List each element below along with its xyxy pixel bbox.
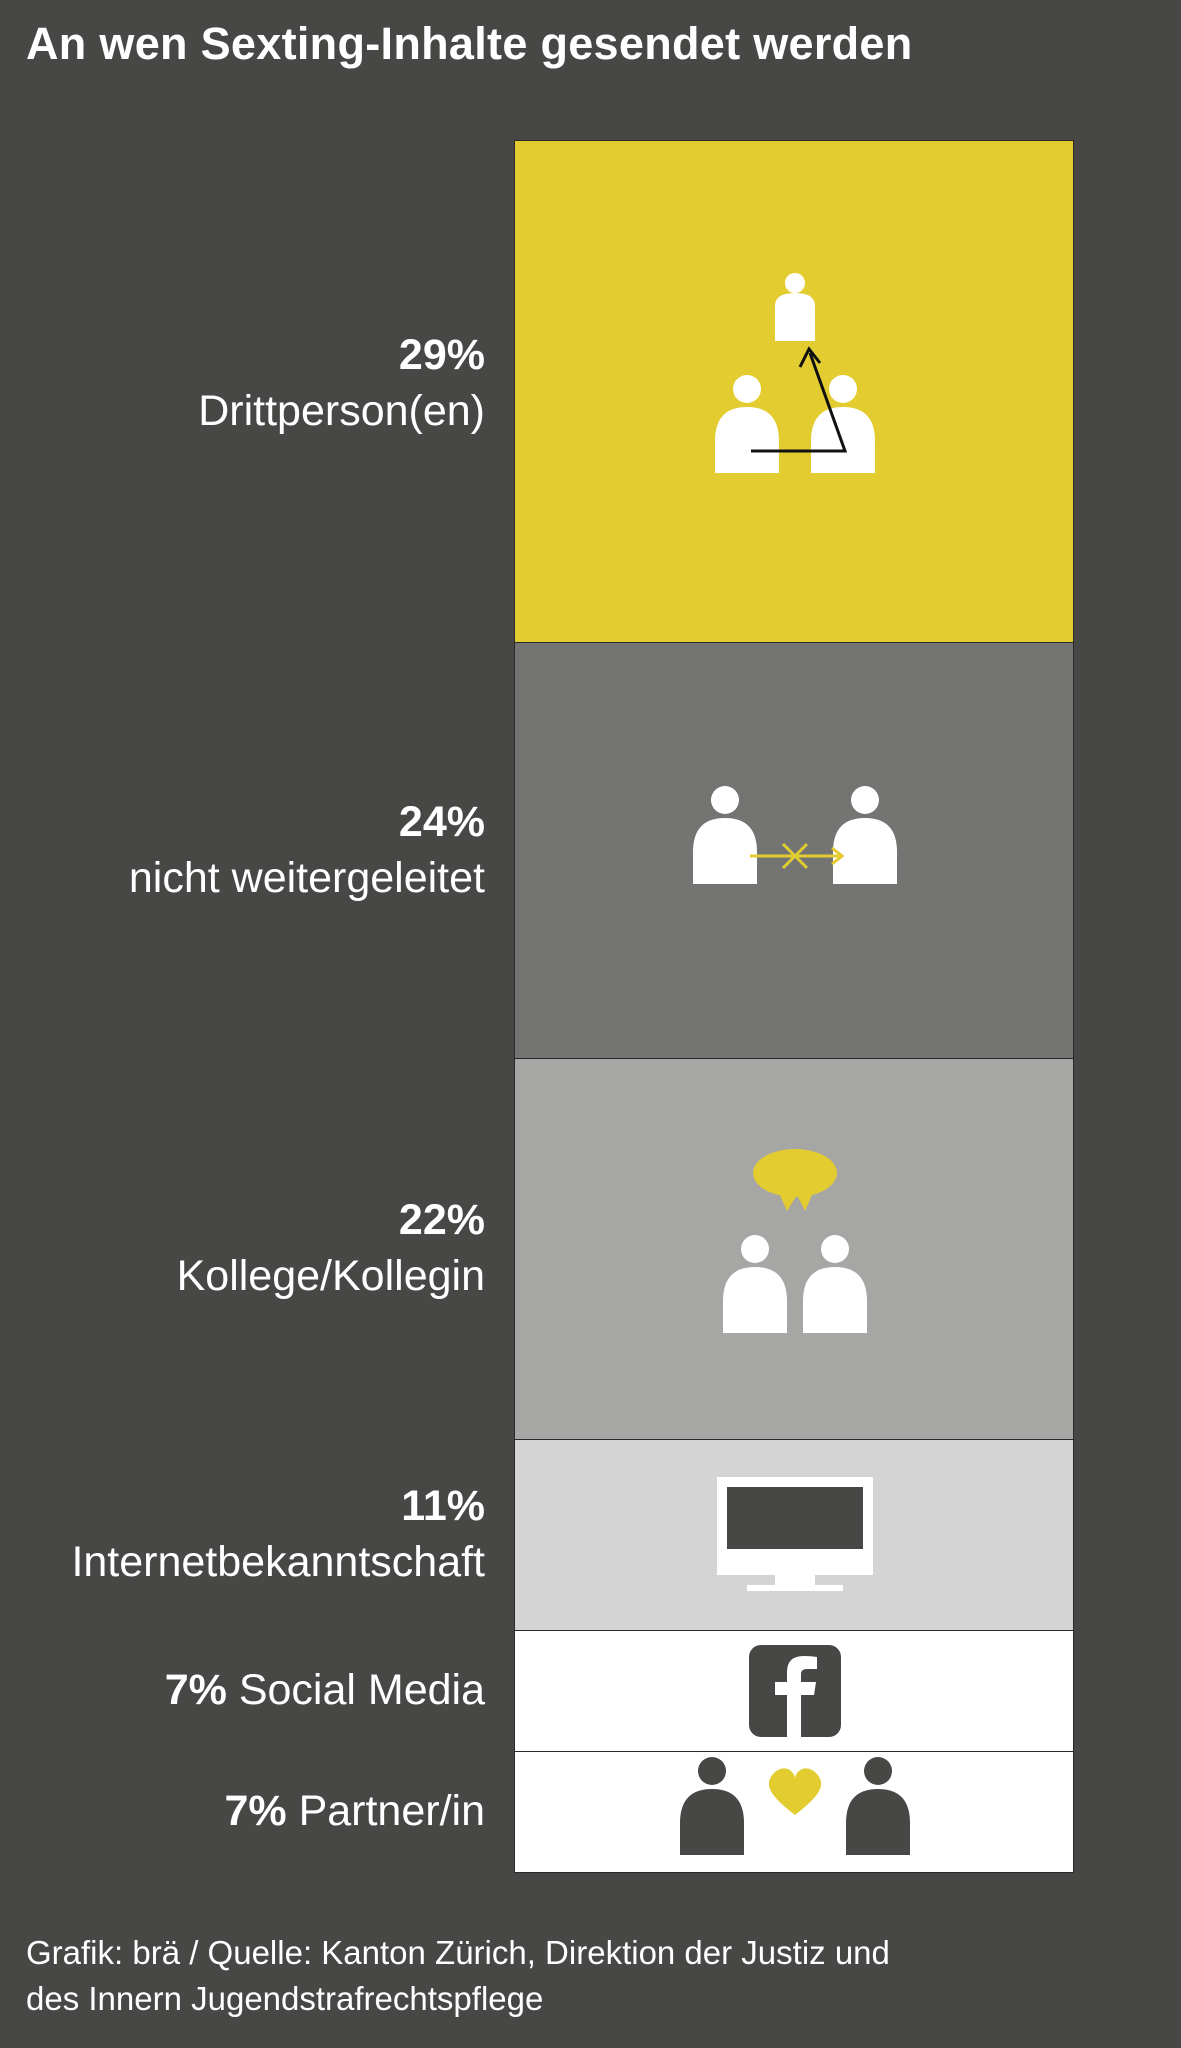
segment-label-6: 7% Partner/in (224, 1783, 485, 1839)
segment-4 (514, 1439, 1074, 1631)
segment-label-5: 7% Social Media (165, 1662, 485, 1718)
segment-3 (514, 1057, 1074, 1440)
segment-label-3: 22% Kollege/Kollegin (177, 1192, 485, 1304)
source-line-2: des Innern Jugendstrafrechtspflege (26, 1980, 544, 2017)
segment-category: Drittperson(en) (198, 387, 485, 436)
stacked-column (514, 140, 1076, 1873)
segment-value: 7% (164, 1666, 227, 1715)
segment-category: Partner/in (298, 1787, 485, 1836)
segment-value: 7% (224, 1787, 287, 1836)
segment-value: 24% (398, 798, 485, 847)
segment-label-4: 11% Internetbekanntschaft (71, 1478, 485, 1590)
segment-category: nicht weitergeleitet (128, 854, 485, 903)
forward-to-third-person-icon (715, 273, 875, 474)
segment-category: Social Media (238, 1666, 485, 1715)
segment-value: 29% (398, 331, 485, 380)
segment-value: 22% (398, 1196, 485, 1245)
segment-value: 11% (401, 1482, 485, 1531)
not-forwarded-icon (693, 786, 897, 885)
computer-monitor-icon (717, 1477, 873, 1592)
segment-label-1: 29% Drittperson(en) (198, 327, 485, 439)
segment-6 (514, 1750, 1074, 1873)
segment-category: Kollege/Kollegin (176, 1252, 485, 1301)
segment-1 (514, 140, 1074, 644)
partners-heart-icon (680, 1757, 910, 1856)
segment-5 (514, 1629, 1074, 1752)
facebook-icon (749, 1645, 841, 1738)
segment-2 (514, 642, 1074, 1059)
source-line-1: Grafik: brä / Quelle: Kanton Zürich, Dir… (26, 1934, 890, 1971)
source-note: Grafik: brä / Quelle: Kanton Zürich, Dir… (26, 1930, 890, 2022)
colleagues-talking-icon (723, 1149, 867, 1334)
chart-title: An wen Sexting-Inhalte gesendet werden (26, 18, 913, 69)
segment-label-2: 24% nicht weitergeleitet (129, 794, 485, 906)
segment-category: Internetbekanntschaft (71, 1538, 485, 1587)
